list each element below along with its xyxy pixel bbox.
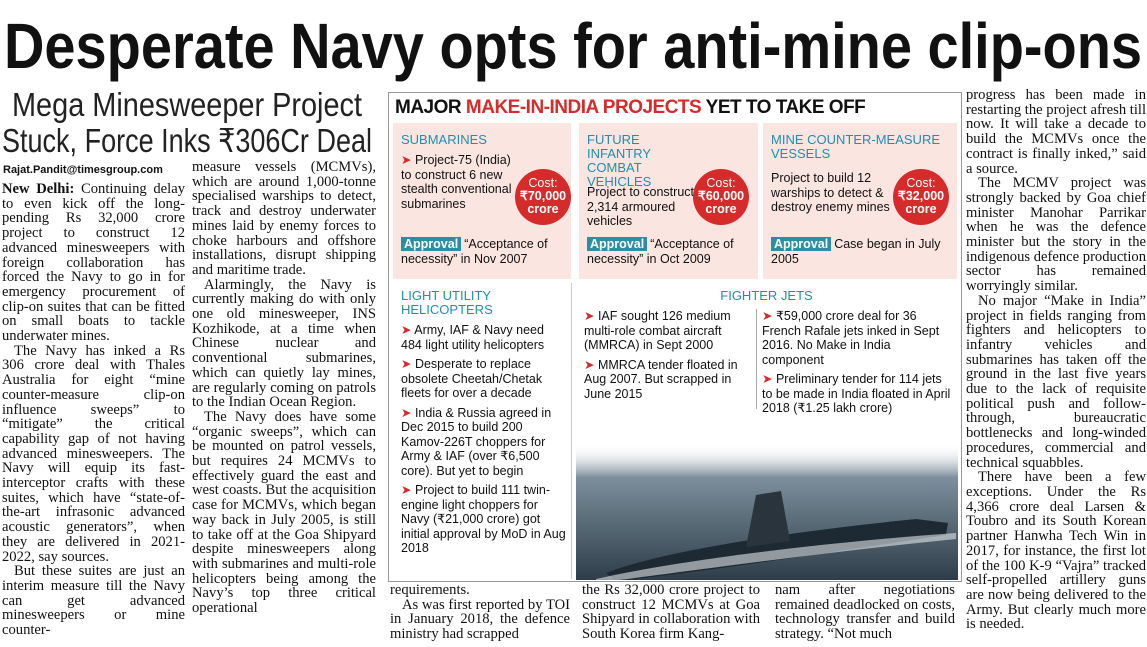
- panel: FUTURE INFANTRY COMBAT VEHICLES Project …: [579, 123, 758, 279]
- paragraph: As was first reported by TOI in January …: [390, 596, 570, 643]
- subhead-area: Mega Minesweeper Project Stuck, Force In…: [2, 86, 372, 159]
- subhead-line: Stuck, Force Inks ₹306Cr Deal: [2, 122, 372, 159]
- headline-area: Desperate Navy opts for anti-mine clip-o…: [4, 10, 1142, 82]
- paragraph: No major “Make in India” project in fiel…: [966, 292, 1146, 471]
- column: New Delhi: Continuing delay to even kick…: [2, 182, 185, 644]
- panel: FIGHTER JETS IAF sought 126 medium multi…: [576, 283, 957, 443]
- panel-heading: MINE COUNTER-MEASURE VESSELS: [771, 132, 941, 161]
- item: India & Russia agreed in Dec 2015 to bui…: [401, 406, 567, 479]
- panel-text: Project to construct 2,314 armoured vehi…: [587, 185, 694, 228]
- item: Preliminary tender for 114 jets to be ma…: [762, 372, 952, 416]
- dateline: New Delhi:: [2, 182, 75, 197]
- paragraph: the Rs 32,000 crore project to construct…: [582, 583, 760, 643]
- title-part: YET TO TAKE OFF: [701, 97, 866, 118]
- panel-heading: LIGHT UTILITY HELICOPTERS: [401, 288, 493, 317]
- column: measure vessels (MCMVs), which are aroun…: [192, 160, 376, 644]
- paragraph: measure vessels (MCMVs), which are aroun…: [192, 160, 376, 278]
- cost: ₹60,000 crore: [697, 189, 745, 216]
- paragraph: Alarmingly, the Navy is currently making…: [192, 276, 376, 411]
- paragraph: There have been a few exceptions. Under …: [966, 469, 1146, 633]
- paragraph: The MCMV project was strongly backed by …: [966, 175, 1146, 295]
- column: the Rs 32,000 crore project to construct…: [582, 583, 760, 645]
- submarine-photo: [576, 443, 958, 580]
- title-part: MAJOR: [395, 97, 466, 118]
- paragraph: New Delhi: Continuing delay to even kick…: [2, 182, 185, 344]
- headline: Desperate Navy opts for anti-mine clip-o…: [4, 10, 1142, 82]
- divider: [756, 309, 757, 409]
- panel: LIGHT UTILITY HELICOPTERS Army, IAF & Na…: [393, 283, 572, 579]
- approval-label: Approval: [587, 237, 648, 251]
- column: requirements. As was first reported by T…: [390, 583, 570, 645]
- approval-text: “Acceptance of necessity” in Oct 2009: [587, 237, 734, 266]
- infographic-title: MAJOR MAKE-IN-INDIA PROJECTS YET TO TAKE…: [395, 96, 866, 120]
- approval-text: “Acceptance of necessity” in Nov 2007: [401, 237, 548, 266]
- panel-heading: FIGHTER JETS: [720, 288, 813, 303]
- approval-label: Approval: [771, 237, 832, 251]
- approval-text: Case began in July 2005: [771, 237, 941, 266]
- cost-label: Cost:: [706, 176, 736, 190]
- paragraph: The Navy has inked a Rs 306 crore deal w…: [2, 342, 185, 565]
- item: IAF sought 126 medium multi-role combat …: [584, 309, 752, 353]
- approval: Approval “Acceptance of necessity” in Nov…: [401, 237, 571, 266]
- item-list: ₹59,000 crore deal for 36 French Rafale …: [762, 309, 952, 421]
- cost: ₹70,000 crore: [519, 189, 567, 216]
- paragraph: The Navy does have some “organic sweeps”…: [192, 408, 376, 617]
- item: Army, IAF & Navy need 484 light utility …: [401, 323, 567, 352]
- cost: ₹32,000 crore: [897, 189, 945, 216]
- paragraph: nam after negotiations remained deadlock…: [775, 583, 955, 643]
- item-list: IAF sought 126 medium multi-role combat …: [584, 309, 752, 406]
- panel-text: Project-75 (India) to construct 6 new st…: [401, 153, 513, 211]
- paragraph: progress has been made in restarting the…: [966, 88, 1146, 177]
- panel: SUBMARINES Project-75 (India) to constru…: [393, 123, 571, 279]
- panel-heading: SUBMARINES: [401, 132, 487, 147]
- item: ₹59,000 crore deal for 36 French Rafale …: [762, 309, 952, 367]
- item: Desperate to replace obsolete Cheetah/Ch…: [401, 357, 567, 401]
- item: MMRCA tender floated in Aug 2007. But sc…: [584, 358, 752, 402]
- cost-badge: Cost: ₹60,000 crore: [693, 169, 749, 225]
- panel-heading: FUTURE INFANTRY COMBAT VEHICLES: [587, 132, 652, 189]
- approval: Approval Case began in July 2005: [771, 237, 941, 266]
- item: Project to build 111 twin-engine light c…: [401, 483, 567, 556]
- panel: MINE COUNTER-MEASURE VESSELS Project to …: [763, 123, 957, 279]
- column: nam after negotiations remained deadlock…: [775, 583, 955, 645]
- cost-badge: Cost: ₹32,000 crore: [893, 169, 949, 225]
- title-part: MAKE-IN-INDIA PROJECTS: [465, 97, 702, 118]
- subhead-line: Mega Minesweeper Project: [12, 86, 362, 123]
- text: Continuing delay to even kick off the lo…: [2, 182, 185, 345]
- cost-label: Cost:: [906, 176, 936, 190]
- approval: Approval “Acceptance of necessity” in Oct…: [587, 237, 757, 266]
- column: progress has been made in restarting the…: [966, 88, 1146, 644]
- infographic: MAJOR MAKE-IN-INDIA PROJECTS YET TO TAKE…: [388, 92, 962, 582]
- item-list: Army, IAF & Navy need 484 light utility …: [401, 323, 567, 556]
- cost-badge: Cost: ₹70,000 crore: [515, 169, 571, 225]
- paragraph: requirements.: [390, 583, 470, 598]
- approval-label: Approval: [401, 237, 462, 251]
- cost-label: Cost:: [528, 176, 558, 190]
- panel-text: Project to build 12 warships to detect &…: [771, 171, 890, 214]
- paragraph: But these suites are just an interim mea…: [2, 563, 185, 639]
- byline: Rajat.Pandit@timesgroup.com: [3, 164, 163, 176]
